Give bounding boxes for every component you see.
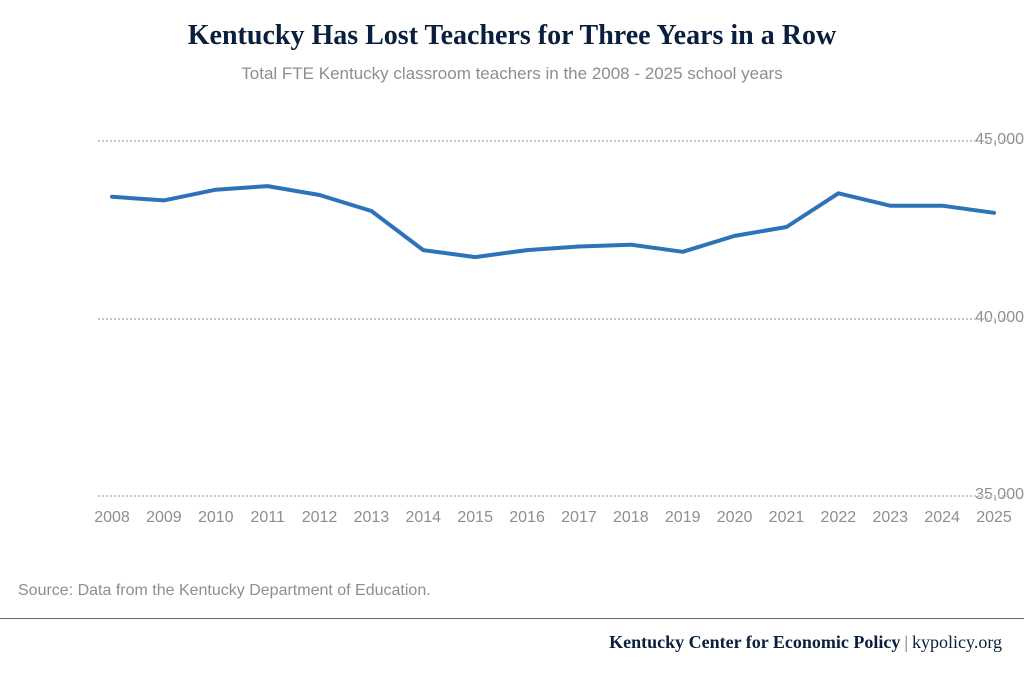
source-note: Source: Data from the Kentucky Departmen… — [18, 582, 431, 600]
x-tick-label: 2022 — [821, 509, 857, 527]
x-tick-label: 2021 — [769, 509, 805, 527]
chart-subtitle: Total FTE Kentucky classroom teachers in… — [0, 52, 1024, 84]
x-tick-label: 2011 — [250, 509, 284, 527]
chart-area: 35,00040,00045,000 200820092010201120122… — [0, 110, 1024, 550]
footer-sep: | — [900, 632, 912, 652]
gridline — [98, 140, 1008, 142]
footer-org: Kentucky Center for Economic Policy — [609, 632, 900, 652]
x-tick-label: 2013 — [354, 509, 390, 527]
x-tick-label: 2009 — [146, 509, 182, 527]
x-tick-label: 2024 — [924, 509, 960, 527]
footer-url: kypolicy.org — [912, 632, 1002, 652]
x-tick-label: 2025 — [976, 509, 1012, 527]
x-tick-label: 2008 — [94, 509, 130, 527]
chart-container: Kentucky Has Lost Teachers for Three Yea… — [0, 0, 1024, 683]
x-tick-label: 2016 — [509, 509, 545, 527]
footer-attribution: Kentucky Center for Economic Policy|kypo… — [609, 632, 1002, 653]
x-tick-label: 2010 — [198, 509, 234, 527]
chart-title: Kentucky Has Lost Teachers for Three Yea… — [0, 0, 1024, 52]
x-tick-label: 2019 — [665, 509, 701, 527]
x-tick-label: 2015 — [457, 509, 493, 527]
x-tick-label: 2020 — [717, 509, 753, 527]
x-tick-label: 2012 — [302, 509, 338, 527]
x-tick-label: 2023 — [872, 509, 908, 527]
gridline — [98, 495, 1008, 497]
gridline — [98, 318, 1008, 320]
x-tick-label: 2014 — [405, 509, 441, 527]
footer-divider — [0, 618, 1024, 619]
x-tick-label: 2018 — [613, 509, 649, 527]
x-tick-label: 2017 — [561, 509, 597, 527]
